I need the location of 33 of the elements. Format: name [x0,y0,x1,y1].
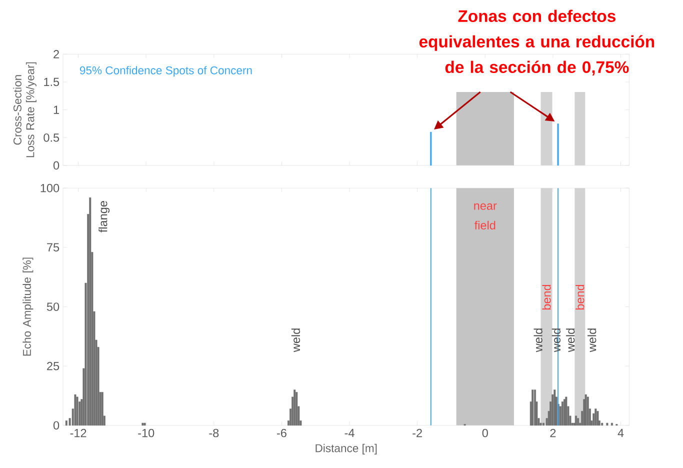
y-tick-label: 1 [54,106,59,114]
annotation: weld [291,328,300,352]
y-tick-label: 1.5 [44,78,60,86]
annotation: flange [98,201,110,233]
x-tick-label: 2 [550,428,556,438]
annotation: Zonas con defectos equivalentes a una reducción de la sección de 0,75% [419,10,654,76]
x-tick-label: -2 [412,428,422,438]
x-tick-label: -4 [344,428,354,438]
annotation: weld [534,328,542,352]
annotation: weld [552,328,561,352]
y-tick-label: 2 [54,50,59,58]
y-tick-label: 25 [47,362,60,370]
y-tick-label: 0 [53,161,60,170]
y-tick-label: 0 [53,421,60,430]
x-tick-label: -10 [138,428,154,438]
text: 95% Confidence Spots of Concern [80,66,252,77]
annotation: weld [566,328,575,352]
x-tick-label: 0 [482,428,488,438]
band-label: near field [474,204,497,230]
band-label: bend [576,285,584,310]
x-tick-label: 4 [618,428,624,438]
y-axis-title: Cross-Section Loss Rate [%/year] [13,62,36,158]
y-tick-label: 0.5 [44,134,60,142]
x-axis-title: Distance [m] [316,444,377,455]
y-tick-label: 50 [46,302,60,312]
y-tick-label: 75 [47,243,60,252]
y-tick-label: 100 [40,184,60,192]
annotation: weld [588,328,596,352]
band-label: bend [542,285,551,310]
x-tick-label: -8 [209,428,219,438]
x-tick-label: -12 [70,428,86,438]
x-tick-label: -6 [277,428,286,438]
y-axis-title: Echo Amplitude [%] [22,258,34,356]
